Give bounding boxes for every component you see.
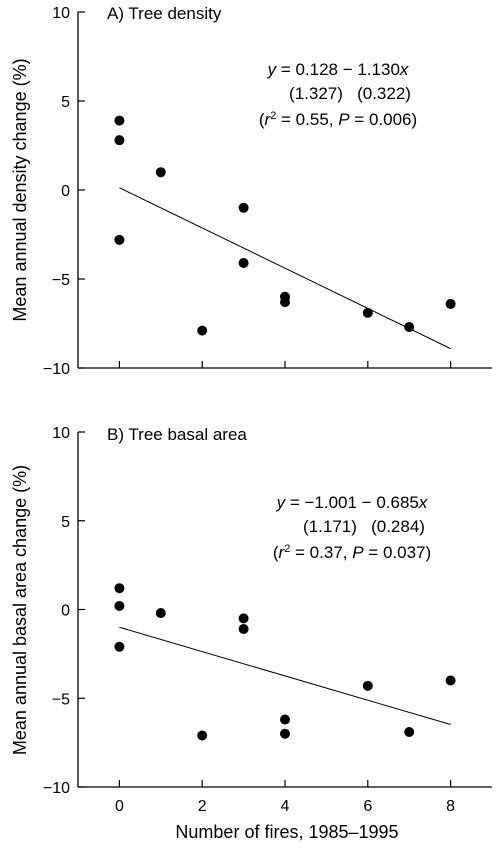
x-tick-label: 2: [198, 798, 207, 815]
data-point: [114, 135, 125, 146]
data-point: [404, 322, 415, 333]
y-axis-label: Mean annual basal area change (%): [10, 465, 30, 755]
x-tick-label: 8: [446, 798, 455, 815]
y-tick-label: −10: [43, 361, 70, 378]
data-point: [197, 325, 208, 336]
fit-statistics: (r2 = 0.55, P = 0.006): [259, 110, 417, 129]
data-point: [280, 714, 290, 725]
y-tick-label: 10: [52, 5, 70, 22]
data-point: [238, 257, 249, 268]
data-point: [445, 675, 456, 686]
data-point: [238, 202, 249, 213]
standard-errors: (1.171) (0.284): [303, 517, 425, 536]
regression-equation: y = −1.001 − 0.685x: [276, 493, 428, 512]
data-point: [114, 115, 125, 126]
data-point: [155, 608, 166, 619]
data-point: [114, 234, 125, 245]
x-tick-label: 4: [281, 798, 290, 815]
data-point: [114, 641, 125, 652]
y-tick-label: 5: [61, 514, 70, 531]
data-point: [238, 624, 249, 635]
panel-b: −10 −5 0 5 10 0 2 4 6 8 B) Tree basal area Mean ann…: [10, 425, 492, 815]
regression-line: [119, 626, 451, 726]
data-point: [362, 307, 373, 318]
standard-errors: (1.327) (0.322): [289, 84, 411, 103]
x-tick-label: 6: [363, 798, 372, 815]
y-axis-label: Mean annual density change (%): [10, 58, 30, 321]
data-point: [445, 298, 456, 309]
regression-line: [119, 187, 451, 350]
data-point: [114, 600, 125, 611]
data-point: [197, 730, 208, 741]
x-axis-label: Number of fires, 1985–1995: [175, 822, 398, 842]
y-tick-label: 10: [52, 425, 70, 442]
y-tick-label: 5: [61, 94, 70, 111]
data-point: [114, 583, 125, 594]
panel-title: A) Tree density: [107, 4, 222, 23]
data-point: [404, 726, 415, 737]
panel-a: −10 −5 0 5 10 A) Tree density Mean annual dens…: [10, 4, 492, 378]
x-tick-label: 0: [115, 798, 124, 815]
data-point: [280, 728, 290, 739]
regression-equation: y = 0.128 − 1.130x: [267, 60, 409, 79]
panel-title: B) Tree basal area: [107, 425, 247, 444]
fit-statistics: (r2 = 0.37, P = 0.037): [273, 543, 431, 562]
y-tick-label: −10: [43, 780, 70, 797]
data-point: [362, 680, 373, 691]
y-tick-label: −5: [52, 691, 70, 708]
data-point: [238, 613, 249, 624]
y-tick-label: 0: [61, 183, 70, 200]
data-point: [155, 167, 166, 178]
data-point: [280, 297, 290, 308]
y-tick-label: 0: [61, 603, 70, 620]
y-tick-label: −5: [52, 272, 70, 289]
